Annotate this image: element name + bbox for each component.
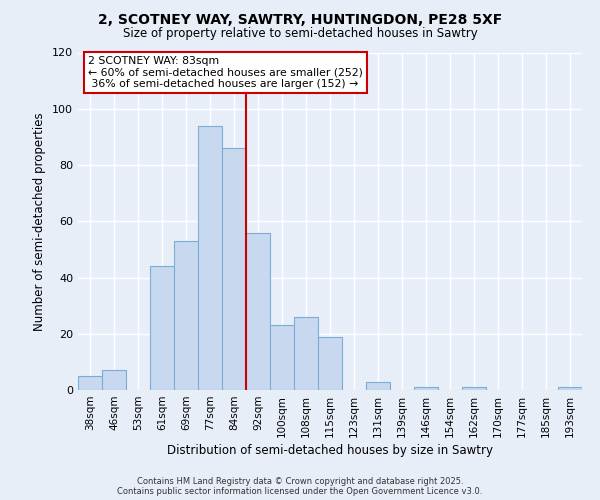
Bar (78, 376, 102, 390)
Bar (150, 266, 174, 390)
Text: 2, SCOTNEY WAY, SAWTRY, HUNTINGDON, PE28 5XF: 2, SCOTNEY WAY, SAWTRY, HUNTINGDON, PE28… (98, 12, 502, 26)
Bar (270, 326, 294, 390)
Bar (102, 370, 126, 390)
Text: Contains HM Land Registry data © Crown copyright and database right 2025.
Contai: Contains HM Land Registry data © Crown c… (118, 476, 482, 496)
Bar (294, 317, 318, 390)
Bar (198, 126, 222, 390)
Text: 2 SCOTNEY WAY: 83sqm
← 60% of semi-detached houses are smaller (252)
 36% of sem: 2 SCOTNEY WAY: 83sqm ← 60% of semi-detac… (88, 56, 363, 89)
Bar (366, 382, 390, 390)
Y-axis label: Number of semi-detached properties: Number of semi-detached properties (34, 112, 46, 330)
X-axis label: Distribution of semi-detached houses by size in Sawtry: Distribution of semi-detached houses by … (167, 444, 493, 457)
Text: Size of property relative to semi-detached houses in Sawtry: Size of property relative to semi-detach… (122, 28, 478, 40)
Bar (222, 148, 246, 390)
Bar (462, 387, 486, 390)
Bar (318, 336, 342, 390)
Bar (414, 387, 438, 390)
Bar (558, 387, 582, 390)
Bar (174, 241, 198, 390)
Bar (246, 232, 270, 390)
